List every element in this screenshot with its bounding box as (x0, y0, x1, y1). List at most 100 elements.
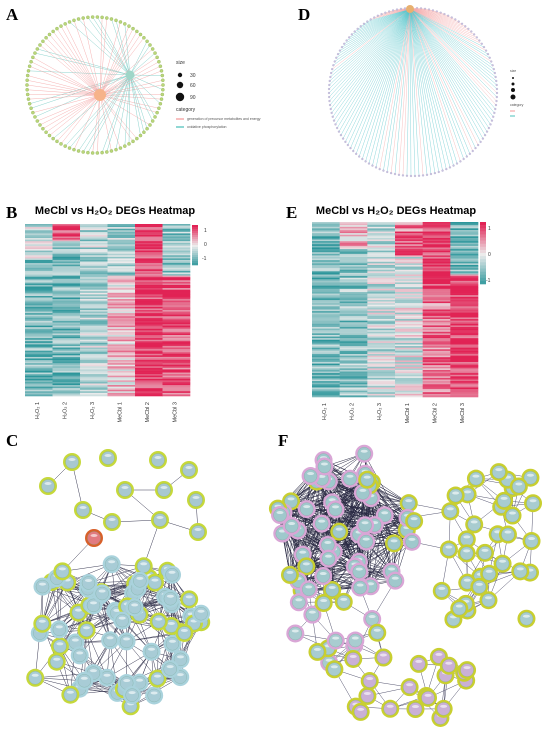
heat-cell (450, 350, 479, 353)
heat-cell (107, 300, 136, 303)
edge (355, 8, 411, 154)
heat-cell (312, 268, 340, 271)
heat-cell (80, 302, 108, 305)
node (35, 47, 40, 51)
heat-cell (162, 227, 191, 229)
node-shine (528, 537, 536, 541)
node-shine (106, 636, 114, 640)
edge (363, 8, 411, 24)
heat-cell (339, 241, 368, 243)
heat-cell (367, 338, 396, 341)
heat-cell (25, 325, 53, 328)
heat-cell (339, 387, 368, 390)
heat-cell (422, 309, 451, 312)
heat-cell (367, 369, 396, 372)
heat-cell (25, 385, 53, 387)
node (447, 14, 450, 17)
heat-cell (450, 363, 479, 366)
heat-cell (367, 347, 396, 350)
color-bar (480, 246, 486, 251)
node-shine (368, 615, 376, 619)
edge (330, 8, 411, 110)
heat-cell (107, 339, 136, 342)
node-shine (438, 586, 446, 590)
heat-cell (135, 225, 163, 228)
heat-cell (25, 239, 53, 242)
node (341, 137, 345, 140)
heat-cell (312, 271, 340, 274)
heat-cell (135, 272, 163, 275)
heat-cell (339, 237, 368, 240)
node (38, 123, 42, 127)
heat-cell (80, 314, 108, 317)
node (292, 595, 306, 609)
heat-cell (422, 322, 451, 325)
heat-cell (450, 272, 479, 275)
heat-cell (52, 320, 81, 323)
heat-cell (450, 379, 479, 382)
heat-cell (422, 225, 451, 228)
node (328, 83, 331, 87)
heat-cell (52, 267, 81, 270)
heat-cell (25, 344, 53, 347)
edge (129, 52, 156, 76)
heat-cell (80, 234, 108, 237)
node (526, 496, 540, 510)
heat-cell (162, 355, 191, 358)
heat-cell (107, 317, 136, 320)
heat-cell (135, 228, 163, 231)
heat-cell (450, 280, 479, 283)
heat-cell (25, 367, 53, 370)
heat-cell (25, 338, 53, 341)
heat-cell (162, 258, 191, 261)
heat-cell (52, 356, 81, 359)
heat-cell (422, 314, 451, 317)
heat-cell (25, 280, 53, 283)
node-shine (424, 693, 432, 697)
edge (37, 94, 101, 122)
node (485, 130, 489, 133)
node-shine (445, 661, 453, 665)
heat-cell (107, 336, 136, 339)
heat-cell (367, 244, 396, 247)
heat-cell (422, 226, 451, 229)
heat-cell (80, 247, 108, 250)
node (325, 583, 339, 597)
heat-cell (450, 315, 479, 318)
node (339, 134, 343, 137)
edge (65, 23, 101, 96)
heat-cell (312, 279, 340, 282)
node-shine (155, 617, 163, 621)
heat-cell (312, 374, 340, 377)
node (343, 42, 346, 45)
edge (99, 94, 158, 113)
heat-cell (312, 349, 340, 352)
heat-cell (312, 314, 340, 317)
node (378, 168, 381, 171)
node (482, 46, 486, 49)
heat-cell (422, 369, 451, 372)
heat-cell (80, 236, 108, 239)
edge (379, 8, 411, 170)
heat-cell (339, 342, 368, 345)
heat-cell (422, 229, 451, 232)
node (335, 56, 338, 59)
heat-cell (339, 336, 368, 339)
legend-title: category (176, 107, 196, 113)
heat-cell (162, 278, 191, 281)
heat-cell (107, 344, 136, 347)
node-shine (330, 665, 338, 669)
heat-cell (25, 277, 53, 280)
column-label: H₂O₂ 3 (90, 402, 96, 419)
edge (409, 8, 491, 125)
heat-cell (395, 306, 423, 309)
heat-cell (450, 327, 479, 329)
node (191, 525, 205, 539)
heat-cell (80, 347, 108, 350)
node (387, 536, 401, 550)
heat-cell (80, 227, 108, 229)
node (494, 107, 497, 111)
edge (329, 8, 411, 106)
heat-cell (52, 275, 81, 278)
heat-cell (80, 319, 108, 322)
